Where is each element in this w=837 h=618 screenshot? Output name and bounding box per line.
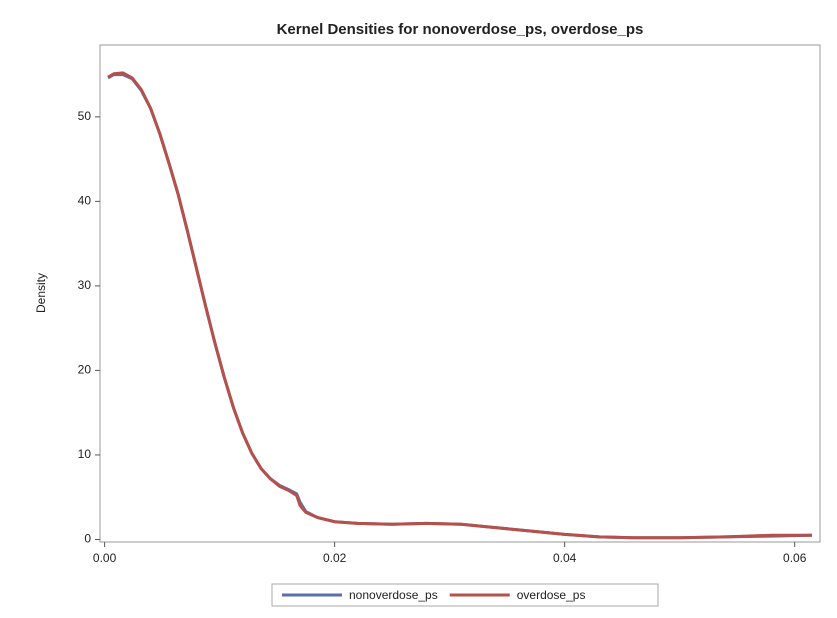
- x-tick-label: 0.06: [783, 551, 807, 565]
- legend-label: overdose_ps: [517, 588, 586, 602]
- y-tick-label: 10: [78, 447, 92, 461]
- chart-title: Kernel Densities for nonoverdose_ps, ove…: [277, 21, 644, 38]
- x-tick-label: 0.02: [323, 551, 347, 565]
- legend-label: nonoverdose_ps: [349, 588, 438, 602]
- y-tick-label: 0: [84, 532, 91, 546]
- y-tick-label: 20: [78, 363, 92, 377]
- x-tick-label: 0.04: [553, 551, 577, 565]
- plot-frame: [99, 44, 821, 543]
- y-tick-label: 50: [78, 109, 92, 123]
- density-line: [107, 71, 812, 540]
- y-axis-label: Density: [34, 273, 48, 313]
- x-tick-label: 0.00: [93, 551, 117, 565]
- y-tick-label: 30: [78, 278, 92, 292]
- y-tick-label: 40: [78, 194, 92, 208]
